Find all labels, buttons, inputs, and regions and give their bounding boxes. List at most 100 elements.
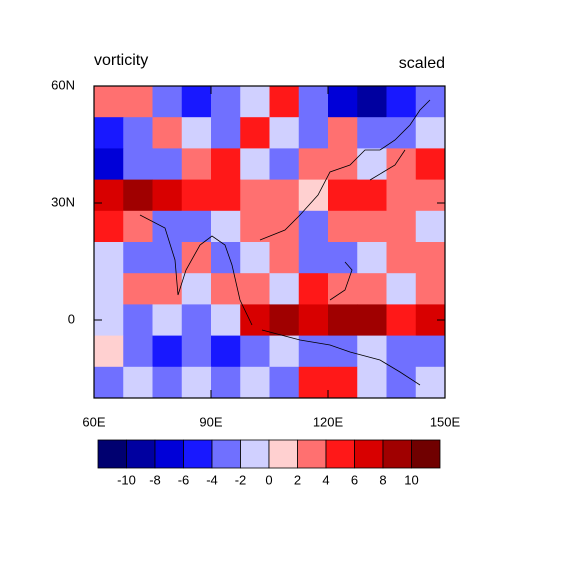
colorbar-box bbox=[354, 439, 384, 469]
y-tick-label: 60N bbox=[51, 77, 75, 92]
field-cell bbox=[181, 335, 212, 368]
field-cell bbox=[328, 304, 358, 337]
field-cell bbox=[152, 242, 183, 274]
field-cell bbox=[269, 210, 300, 243]
colorbar-label: 0 bbox=[265, 472, 272, 487]
field-cell bbox=[415, 335, 446, 368]
field-cell bbox=[298, 179, 329, 212]
field-cell bbox=[240, 335, 270, 368]
field-cell bbox=[211, 179, 241, 212]
field-cell bbox=[328, 242, 358, 274]
field-cell bbox=[181, 117, 212, 149]
field-cell bbox=[94, 210, 124, 243]
field-cell bbox=[328, 210, 358, 243]
field-cell bbox=[386, 86, 417, 118]
field-cell bbox=[123, 304, 153, 337]
field-cell bbox=[298, 304, 329, 337]
y-tick-label: 0 bbox=[68, 311, 75, 326]
field-cell bbox=[415, 179, 446, 212]
field-cell bbox=[240, 86, 270, 118]
field-cell bbox=[269, 366, 300, 399]
field-cell bbox=[240, 273, 270, 305]
field-cell bbox=[211, 366, 241, 399]
field-cell bbox=[240, 366, 270, 399]
y-tick-label: 30N bbox=[51, 194, 75, 209]
field-cell bbox=[152, 304, 183, 337]
field-cell bbox=[328, 366, 358, 399]
field-cell bbox=[152, 117, 183, 149]
field-cell bbox=[328, 335, 358, 368]
field-cell bbox=[211, 117, 241, 149]
field-cell bbox=[269, 86, 300, 118]
field-cell bbox=[386, 335, 417, 368]
coastline bbox=[139, 214, 253, 326]
colorbar-box bbox=[411, 439, 441, 469]
x-tick-label: 60E bbox=[82, 414, 105, 429]
field-cell bbox=[211, 210, 241, 243]
field bbox=[94, 86, 446, 399]
chart-subtitle: scaled bbox=[399, 55, 445, 72]
coastline bbox=[369, 149, 406, 181]
field-cell bbox=[94, 148, 124, 181]
field-cell bbox=[386, 179, 417, 212]
colorbar-label: 6 bbox=[351, 472, 358, 487]
field-cell bbox=[123, 242, 153, 274]
field-cell bbox=[240, 148, 270, 181]
field-cell bbox=[357, 148, 387, 181]
field-cell bbox=[240, 210, 270, 243]
field-cell bbox=[94, 273, 124, 305]
field-cell bbox=[123, 210, 153, 243]
field-cell bbox=[269, 273, 300, 305]
x-tick-label: 150E bbox=[430, 414, 461, 429]
x-tick-label: 120E bbox=[313, 414, 344, 429]
field-cell bbox=[152, 179, 183, 212]
field-cell bbox=[211, 86, 241, 118]
field-cell bbox=[211, 335, 241, 368]
field-cell bbox=[357, 210, 387, 243]
colorbar-box bbox=[240, 439, 270, 469]
field-cell bbox=[386, 242, 417, 274]
colorbar-label: 4 bbox=[322, 472, 329, 487]
field-cell bbox=[357, 335, 387, 368]
field-cell bbox=[298, 86, 329, 118]
colorbar-box bbox=[97, 439, 127, 469]
field-cell bbox=[152, 210, 183, 243]
field-cell bbox=[357, 117, 387, 149]
field-cell bbox=[415, 273, 446, 305]
field-cell bbox=[123, 86, 153, 118]
field-cell bbox=[415, 86, 446, 118]
field-cell bbox=[181, 366, 212, 399]
field-cell bbox=[328, 86, 358, 118]
field-cell bbox=[94, 179, 124, 212]
field-cell bbox=[415, 242, 446, 274]
field-cell bbox=[298, 242, 329, 274]
field-cell bbox=[181, 86, 212, 118]
colorbar-label: -8 bbox=[149, 472, 161, 487]
colorbar-box bbox=[325, 439, 355, 469]
field-cell bbox=[181, 179, 212, 212]
field-cell bbox=[357, 366, 387, 399]
field-cell bbox=[357, 273, 387, 305]
field-cell bbox=[386, 304, 417, 337]
colorbar-label: -6 bbox=[178, 472, 190, 487]
x-tick-label: 90E bbox=[199, 414, 222, 429]
colorbar-label: 8 bbox=[379, 472, 386, 487]
field-cell bbox=[123, 179, 153, 212]
field-cell bbox=[181, 304, 212, 337]
field-cell bbox=[123, 273, 153, 305]
field-cell bbox=[181, 273, 212, 305]
field-cell bbox=[269, 242, 300, 274]
field-cell bbox=[357, 179, 387, 212]
field-cell bbox=[357, 304, 387, 337]
field-cell bbox=[298, 148, 329, 181]
field-cell bbox=[328, 273, 358, 305]
field-cell bbox=[152, 335, 183, 368]
field-cell bbox=[181, 210, 212, 243]
field-cell bbox=[94, 335, 124, 368]
coastline bbox=[259, 99, 431, 241]
coastline bbox=[261, 329, 421, 386]
coastline bbox=[329, 261, 353, 301]
field-cell bbox=[298, 366, 329, 399]
colorbar-box bbox=[126, 439, 156, 469]
field-cell bbox=[269, 148, 300, 181]
